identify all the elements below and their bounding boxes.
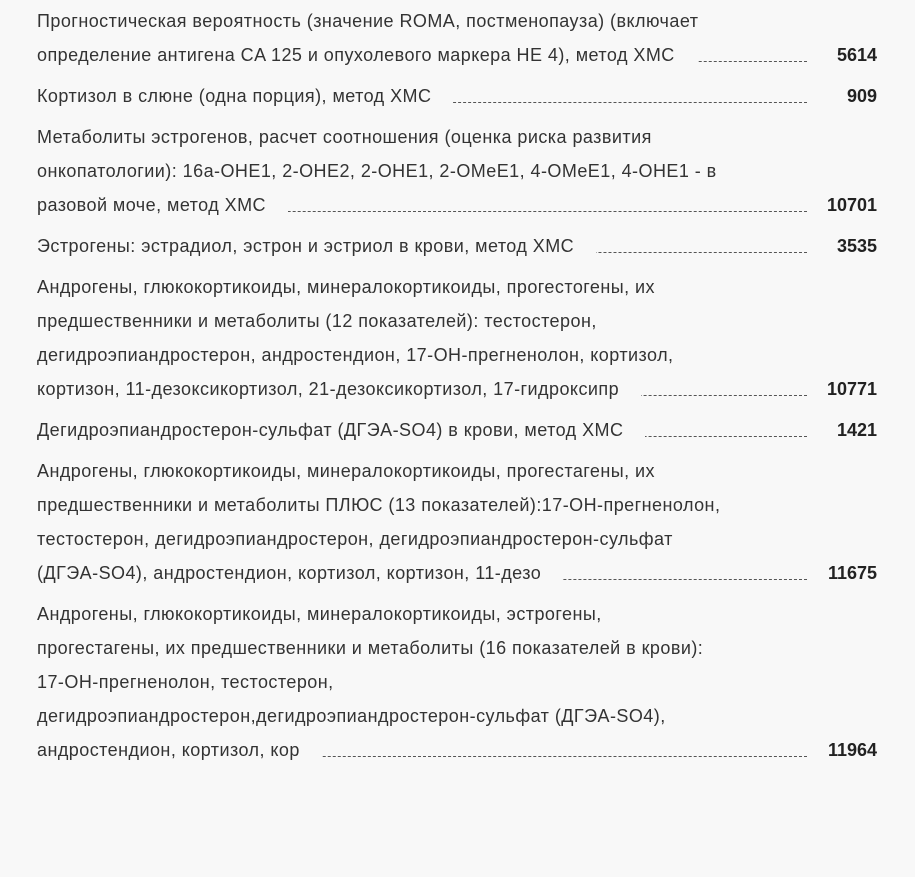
price-list-item[interactable]: Андрогены, глюкокортикоиды, минералокорт… xyxy=(37,270,877,406)
price-list: Прогностическая вероятность (значение RO… xyxy=(37,4,877,774)
item-name-wrap: Дегидроэпиандростерон-сульфат (ДГЭА-SO4)… xyxy=(37,413,727,447)
item-name-wrap: Андрогены, глюкокортикоиды, минералокорт… xyxy=(37,270,727,406)
item-name[interactable]: Андрогены, глюкокортикоиды, минералокорт… xyxy=(37,461,721,583)
item-price: 11675 xyxy=(813,556,877,590)
item-name[interactable]: Метаболиты эстрогенов, расчет соотношени… xyxy=(37,127,717,215)
item-price: 10771 xyxy=(812,372,877,406)
item-name-wrap: Андрогены, глюкокортикоиды, минералокорт… xyxy=(37,597,727,767)
item-price: 1421 xyxy=(822,413,877,447)
price-list-item[interactable]: Прогностическая вероятность (значение RO… xyxy=(37,4,877,72)
item-price: 10701 xyxy=(812,188,877,222)
price-list-item[interactable]: Андрогены, глюкокортикоиды, минералокорт… xyxy=(37,597,877,767)
item-name[interactable]: Прогностическая вероятность (значение RO… xyxy=(37,11,699,65)
price-list-item[interactable]: Эстрогены: эстрадиол, эстрон и эстриол в… xyxy=(37,229,877,263)
item-price: 11964 xyxy=(813,733,877,767)
price-list-item[interactable]: Андрогены, глюкокортикоиды, минералокорт… xyxy=(37,454,877,590)
item-name[interactable]: Эстрогены: эстрадиол, эстрон и эстриол в… xyxy=(37,236,597,256)
price-list-item[interactable]: Метаболиты эстрогенов, расчет соотношени… xyxy=(37,120,877,222)
dotted-leader xyxy=(37,211,807,212)
item-name[interactable]: Дегидроэпиандростерон-сульфат (ДГЭА-SO4)… xyxy=(37,420,646,440)
item-name[interactable]: Кортизол в слюне (одна порция), метод ХМ… xyxy=(37,86,454,106)
price-list-item[interactable]: Дегидроэпиандростерон-сульфат (ДГЭА-SO4)… xyxy=(37,413,877,447)
item-price: 3535 xyxy=(822,229,877,263)
item-name-wrap: Кортизол в слюне (одна порция), метод ХМ… xyxy=(37,79,727,113)
item-price: 5614 xyxy=(822,38,877,72)
item-name-wrap: Эстрогены: эстрадиол, эстрон и эстриол в… xyxy=(37,229,727,263)
item-name-wrap: Андрогены, глюкокортикоиды, минералокорт… xyxy=(37,454,727,590)
item-name[interactable]: Андрогены, глюкокортикоиды, минералокорт… xyxy=(37,604,704,760)
item-name-wrap: Метаболиты эстрогенов, расчет соотношени… xyxy=(37,120,727,222)
item-name-wrap: Прогностическая вероятность (значение RO… xyxy=(37,4,727,72)
item-name[interactable]: Андрогены, глюкокортикоиды, минералокорт… xyxy=(37,277,674,399)
dotted-leader xyxy=(37,756,807,757)
item-price: 909 xyxy=(832,79,877,113)
price-list-item[interactable]: Кортизол в слюне (одна порция), метод ХМ… xyxy=(37,79,877,113)
